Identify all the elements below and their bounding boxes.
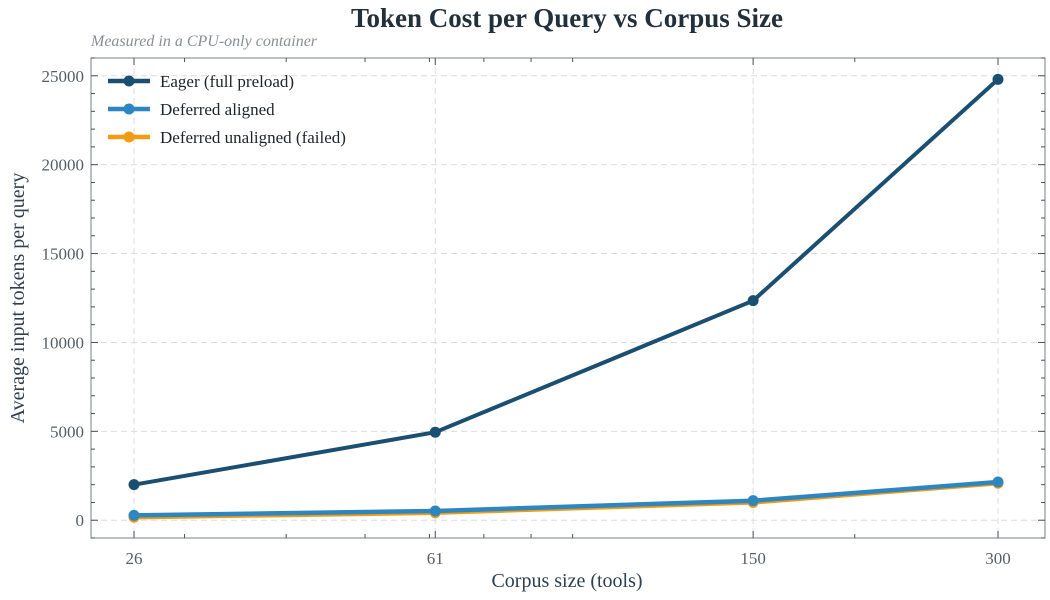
data-point: [429, 505, 441, 517]
y-axis-label: Average input tokens per query: [7, 173, 29, 424]
legend: Eager (full preload) Deferred aligned Defe…: [108, 72, 346, 147]
y-tick-label: 25000: [42, 67, 85, 86]
y-tick-label: 5000: [50, 422, 84, 441]
series-group: [128, 73, 1004, 523]
x-tick-label: 61: [427, 549, 444, 568]
data-point: [747, 295, 759, 307]
x-tick-label: 26: [126, 549, 143, 568]
series-eager-full-preload: [128, 73, 1004, 491]
y-tick-label: 15000: [42, 245, 85, 264]
data-point: [992, 73, 1004, 85]
plot-frame: [90, 57, 1046, 539]
y-tick-label: 20000: [42, 156, 85, 175]
legend-label: Deferred unaligned (failed): [160, 128, 346, 147]
axis-ticks: 0 5000 10000 15000 20000 25000 26 61 150 300: [42, 57, 1045, 568]
legend-label: Deferred aligned: [160, 100, 275, 119]
legend-swatch-marker: [123, 75, 135, 87]
legend-label: Eager (full preload): [160, 72, 294, 91]
data-point: [429, 426, 441, 438]
series-deferred-unaligned-failed: [128, 477, 1004, 523]
y-tick-label: 10000: [42, 333, 85, 352]
chart-subtitle: Measured in a CPU-only container: [90, 33, 318, 50]
x-axis-label: Corpus size (tools): [491, 570, 642, 592]
y-tick-label: 0: [76, 511, 85, 530]
series-deferred-aligned: [128, 476, 1004, 521]
x-tick-label: 150: [740, 549, 766, 568]
legend-swatch-marker: [123, 131, 135, 143]
legend-item: Deferred unaligned (failed): [108, 128, 346, 147]
x-tick-label: 300: [985, 549, 1011, 568]
data-point: [128, 479, 140, 491]
data-point: [747, 495, 759, 507]
chart-title: Token Cost per Query vs Corpus Size: [351, 3, 783, 33]
legend-item: Deferred aligned: [108, 100, 275, 119]
legend-item: Eager (full preload): [108, 72, 294, 91]
data-point: [992, 476, 1004, 488]
legend-swatch-marker: [123, 103, 135, 115]
data-point: [128, 509, 140, 521]
series-line: [131, 479, 1001, 518]
series-line: [132, 77, 1000, 487]
